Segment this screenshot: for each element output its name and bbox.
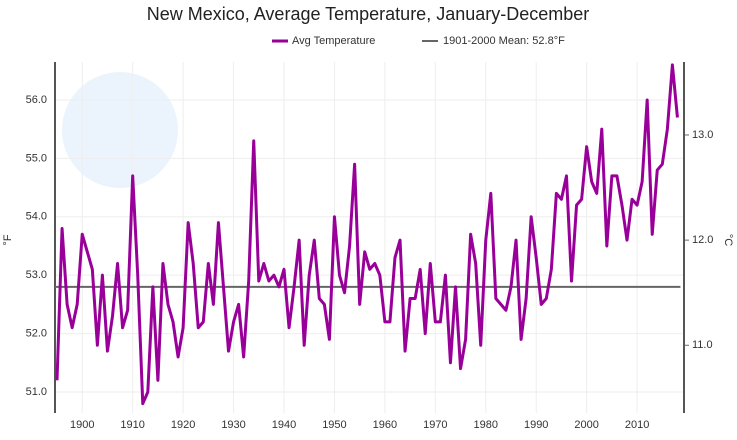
y-tick-label: 51.0 [26,386,47,398]
y-tick-label: 55.0 [26,152,47,164]
y-tick-label: 53.0 [26,269,47,281]
logo-watermark [62,72,178,188]
y2-tick-label: 13.0 [692,129,713,141]
x-tick-label: 1940 [272,419,296,431]
y-tick-label: 56.0 [26,94,47,106]
x-tick-label: 1910 [120,419,144,431]
x-tick-label: 1900 [70,419,94,431]
y-tick-label: 52.0 [26,327,47,339]
x-tick-label: 1970 [423,419,447,431]
y2-tick-label: 12.0 [692,234,713,246]
y-tick-label: 54.0 [26,211,47,223]
data-line [55,63,679,406]
x-tick-label: 1990 [524,419,548,431]
x-tick-label: 1980 [474,419,498,431]
legend-label[interactable]: 1901-2000 Mean: 52.8°F [443,35,565,47]
x-tick-label: 1920 [171,419,195,431]
chart-title: New Mexico, Average Temperature, January… [147,4,590,24]
y2-tick-label: 11.0 [692,339,713,351]
y-axis-label: °F [2,234,14,245]
x-tick-label: 1930 [221,419,245,431]
x-tick-label: 2000 [574,419,598,431]
legend-label[interactable]: Avg Temperature [292,35,375,47]
x-tick-label: 1950 [322,419,346,431]
y2-axis-label: °C [722,234,734,246]
x-tick-label: 2010 [625,419,649,431]
x-tick-label: 1960 [373,419,397,431]
